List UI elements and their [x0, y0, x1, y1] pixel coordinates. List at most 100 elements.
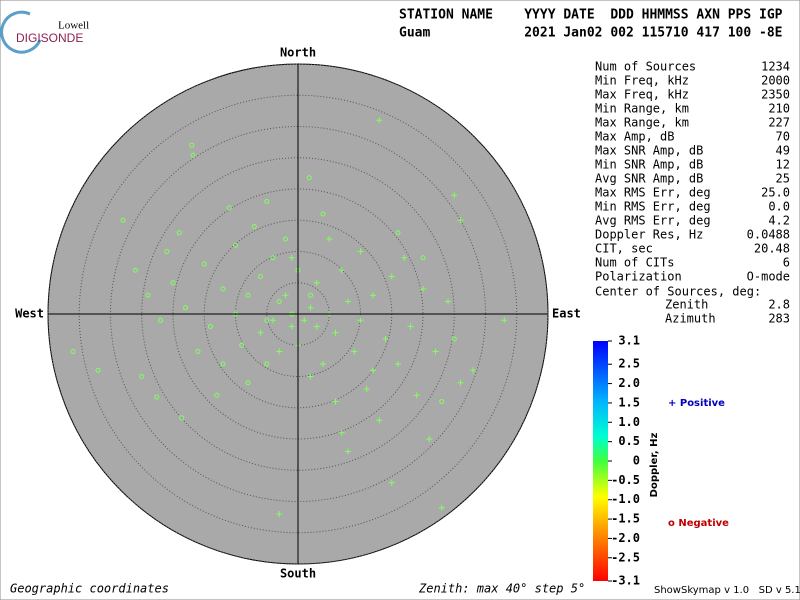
stat-value: 4.2 [768, 214, 790, 228]
stat-value: 2000 [761, 74, 790, 88]
colorbar-tick-label: 1.0 [618, 415, 640, 429]
source-positive [276, 511, 283, 517]
source-positive [288, 323, 295, 330]
source-positive [338, 429, 345, 436]
source-positive [457, 217, 464, 224]
center-value: 283 [768, 312, 790, 326]
source-positive [320, 361, 326, 367]
stat-value: 25.0 [761, 186, 790, 200]
source-negative [179, 415, 185, 421]
source-positive [313, 323, 320, 330]
source-negative [208, 324, 213, 329]
source-negative [264, 317, 270, 323]
stat-value: O-mode [747, 270, 790, 284]
source-negative [170, 280, 176, 286]
source-positive [388, 273, 395, 280]
colorbar-tick-label: -3.1 [611, 574, 640, 588]
source-positive [401, 254, 408, 261]
stat-name: Min RMS Err, deg [595, 200, 711, 214]
source-negative [264, 361, 270, 367]
source-positive [470, 367, 476, 374]
stat-name: Max RMS Err, deg [595, 186, 711, 200]
stat-value: 20.48 [754, 242, 790, 256]
stat-value: 1234 [761, 60, 790, 74]
colorbar-tick-label: 2.5 [618, 357, 640, 371]
source-negative [251, 224, 257, 229]
colorbar [593, 341, 608, 581]
source-positive [395, 361, 401, 367]
stat-name: Polarization [595, 270, 682, 284]
source-negative [283, 236, 288, 242]
stat-name: Avg RMS Err, deg [595, 214, 711, 228]
source-positive [313, 279, 320, 286]
source-negative [420, 255, 426, 261]
source-negative [226, 205, 232, 211]
logo-arc [0, 10, 42, 54]
dir-north: North [280, 46, 316, 60]
source-negative [451, 336, 457, 342]
stat-name: Max Range, km [595, 116, 689, 130]
source-positive [370, 292, 376, 299]
stat-name: Avg SNR Amp, dB [595, 172, 703, 186]
source-negative [183, 305, 188, 311]
source-positive [376, 117, 383, 124]
source-negative [239, 342, 245, 348]
center-value: 2.8 [768, 298, 790, 312]
source-negative [176, 230, 182, 236]
source-positive [332, 398, 339, 405]
source-negative [190, 152, 196, 158]
dir-south: South [280, 567, 316, 581]
source-negative [258, 274, 263, 279]
source-negative [245, 292, 251, 298]
source-negative [233, 242, 238, 248]
center-name: Zenith [665, 298, 708, 312]
stat-name: Min SNR Amp, dB [595, 158, 703, 172]
stat-name: Max Freq, kHz [595, 88, 689, 102]
legend-positive: + Positive [668, 398, 725, 409]
source-negative [120, 217, 126, 223]
source-negative [154, 394, 160, 400]
source-negative [189, 142, 195, 148]
header-values: Guam 2021 Jan02 002 115710 417 100 -8E [399, 26, 783, 41]
stat-value: 6 [783, 256, 790, 270]
stat-value: 2350 [761, 88, 790, 102]
source-negative [220, 286, 226, 292]
source-positive [420, 286, 426, 292]
source-positive [388, 479, 395, 486]
source-negative [220, 361, 226, 367]
colorbar-tick-label: 3.1 [618, 334, 640, 348]
source-positive [370, 367, 376, 374]
source-negative [145, 292, 151, 298]
source-positive [345, 298, 351, 305]
source-negative [264, 199, 270, 204]
dir-west: West [15, 307, 44, 321]
colorbar-tick-label: -2.5 [611, 550, 640, 564]
colorbar-tick-label: -0.5 [611, 473, 640, 487]
source-negative [395, 230, 401, 236]
source-negative [201, 261, 207, 267]
logo-bottom: DIGISONDE [16, 31, 83, 45]
source-positive [407, 323, 414, 330]
source-positive [351, 348, 358, 355]
source-positive [282, 292, 289, 299]
stat-name: Num of CITs [595, 256, 674, 270]
colorbar-tick-label: -2.0 [611, 531, 640, 545]
source-negative [214, 392, 220, 398]
source-positive [501, 317, 508, 324]
source-negative [308, 292, 313, 298]
source-positive [363, 386, 370, 392]
source-negative [320, 211, 326, 217]
stat-name: Doppler Res, Hz [595, 228, 703, 242]
source-negative [133, 267, 138, 273]
colorbar-title: Doppler, Hz [649, 433, 660, 498]
source-positive [382, 336, 389, 342]
source-positive [432, 348, 439, 355]
source-positive [426, 436, 433, 442]
footer-middle: Zenith: max 40° step 5° [418, 582, 585, 596]
source-positive [451, 192, 458, 199]
source-positive [270, 317, 276, 324]
source-positive [332, 329, 339, 336]
stat-name: Max SNR Amp, dB [595, 144, 703, 158]
colorbar-tick-label: -1.0 [611, 492, 640, 506]
